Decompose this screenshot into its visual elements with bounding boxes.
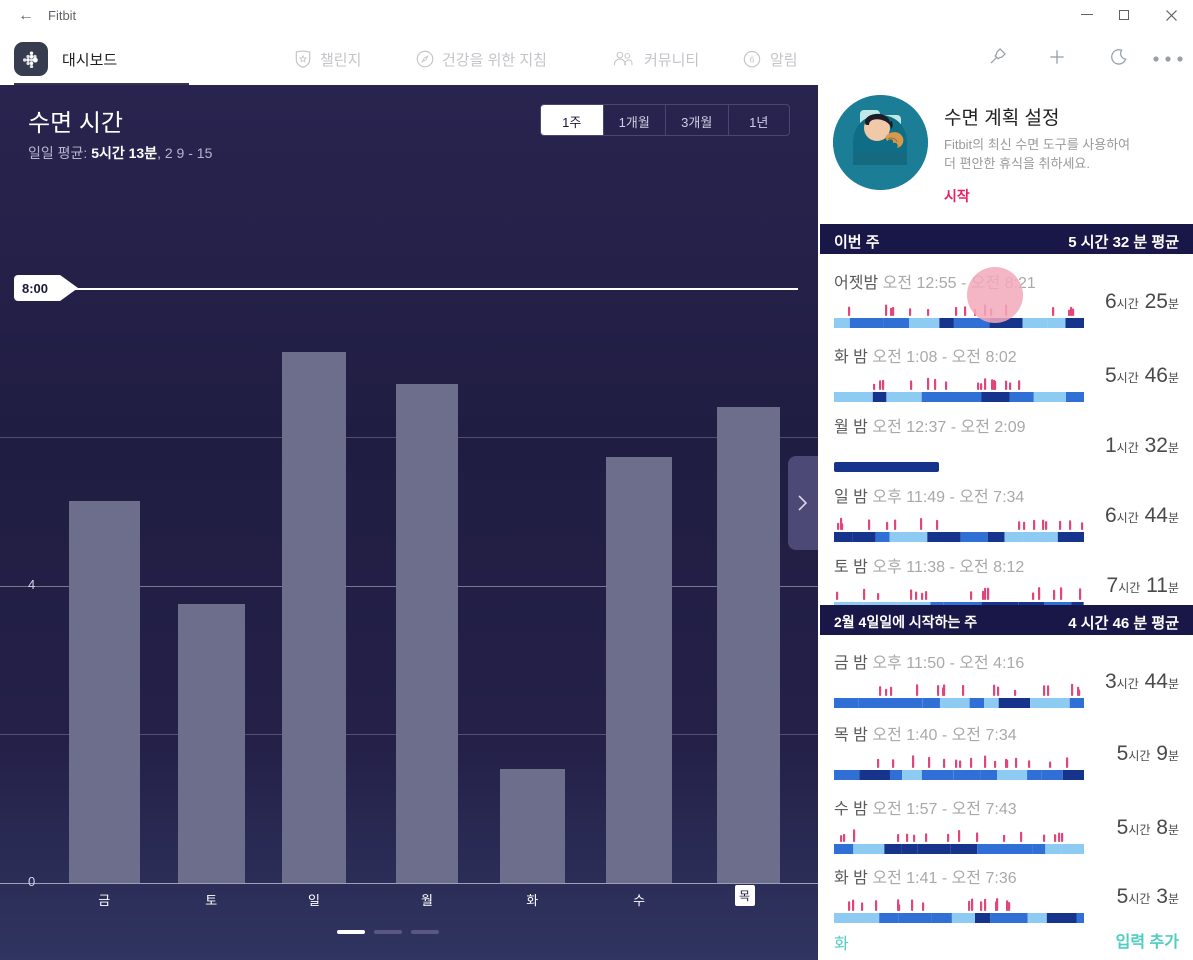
svg-text:6: 6 bbox=[750, 55, 755, 65]
